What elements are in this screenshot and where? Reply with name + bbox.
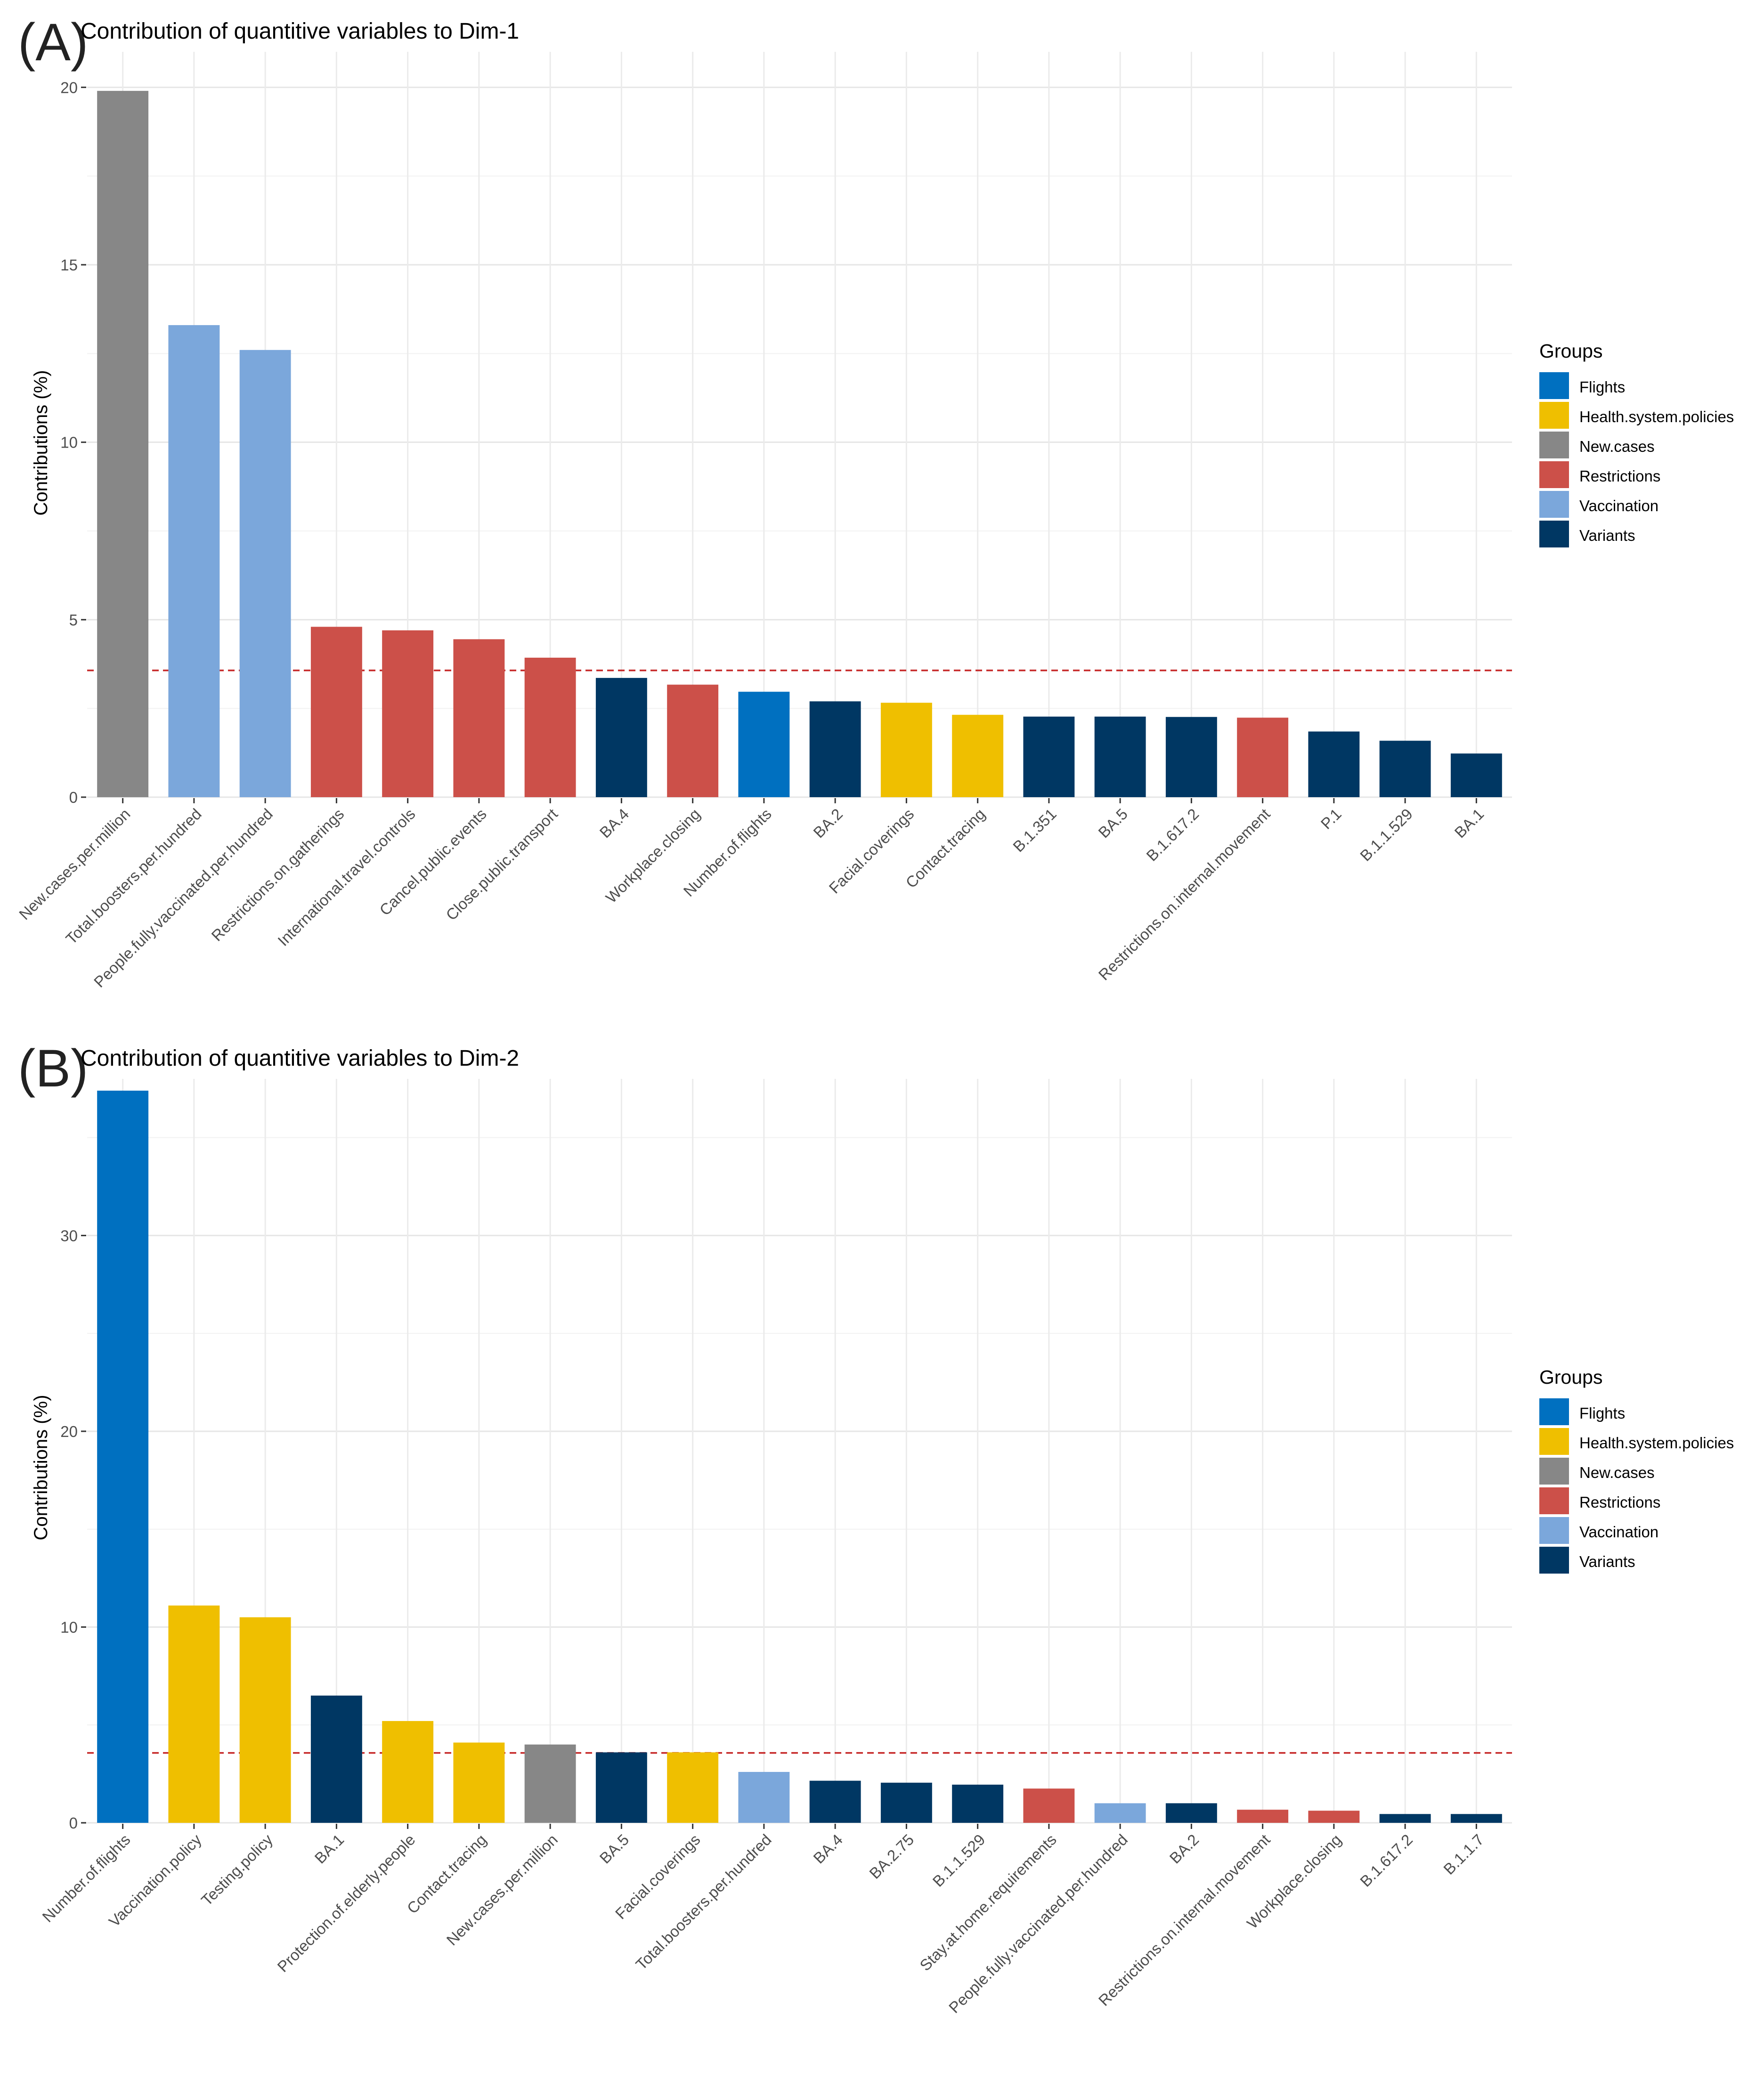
legend-swatch [1539, 402, 1569, 429]
legend-title-a: Groups [1539, 340, 1602, 362]
bar [1237, 1810, 1289, 1823]
legend-item-label: Restrictions [1579, 467, 1660, 485]
legend-item-label: New.cases [1579, 438, 1655, 455]
legend-item-label: Health.system.policies [1579, 408, 1734, 425]
legend-title-b: Groups [1539, 1366, 1602, 1388]
bar [310, 627, 362, 797]
panel-label-b: (B) [18, 1039, 88, 1098]
bar [595, 1752, 647, 1823]
legend-swatch [1539, 491, 1569, 518]
legend-swatch [1539, 521, 1569, 547]
legend-swatch [1539, 432, 1569, 458]
bar [1308, 1811, 1360, 1823]
bar [952, 1784, 1004, 1823]
legend-swatch [1539, 1458, 1569, 1485]
y-tick-label: 0 [69, 789, 78, 806]
bar [738, 692, 790, 797]
bar [738, 1771, 790, 1823]
bars-a [97, 90, 1502, 797]
bar [1165, 1803, 1217, 1823]
bar [524, 657, 576, 797]
y-ticks-a: 0 5 10 15 20 [60, 79, 86, 806]
legend-item-label: Variants [1579, 527, 1635, 544]
bar [168, 325, 220, 797]
bar [1379, 1814, 1431, 1823]
bar [97, 90, 149, 797]
bar [1023, 1788, 1075, 1823]
bar [1165, 717, 1217, 797]
legend-item-label: Variants [1579, 1553, 1635, 1570]
legend-swatch [1539, 1398, 1569, 1425]
bar [382, 1721, 434, 1823]
bar [1023, 716, 1075, 797]
bar [310, 1695, 362, 1823]
legend-b: Groups Flights Health.system.policies New.… [1539, 1366, 1734, 1574]
bar [880, 1782, 932, 1823]
bar [595, 677, 647, 797]
y-tick-label: 5 [69, 611, 78, 628]
legend-item-label: Flights [1579, 1404, 1625, 1422]
y-tick-label: 10 [60, 434, 78, 451]
bar [1450, 753, 1502, 797]
legend-item-label: Restrictions [1579, 1493, 1660, 1511]
legend-swatch [1539, 461, 1569, 488]
y-ticks-b: 0 10 20 30 [60, 1227, 86, 1832]
legend-item-label: Vaccination [1579, 1523, 1658, 1541]
legend-swatch [1539, 1547, 1569, 1574]
legend-item-label: Flights [1579, 378, 1625, 396]
y-tick-label: 0 [69, 1814, 78, 1832]
bar [97, 1090, 149, 1823]
bar [168, 1605, 220, 1823]
bar [453, 1742, 505, 1823]
legend-swatch [1539, 1517, 1569, 1544]
bar [1237, 718, 1289, 797]
bar [1450, 1814, 1502, 1823]
y-tick-label: 20 [60, 1423, 78, 1440]
bar [1094, 716, 1146, 797]
legend-a: Groups Flights Health.system.policies New.… [1539, 340, 1734, 547]
y-axis-label-a: Contributions (%) [31, 370, 51, 515]
bar [1094, 1803, 1146, 1823]
legend-item-label: Health.system.policies [1579, 1434, 1734, 1452]
legend-item-label: Vaccination [1579, 497, 1658, 514]
bar [453, 639, 505, 797]
bars-b [97, 1090, 1502, 1823]
y-axis-label-b: Contributions (%) [31, 1395, 51, 1540]
y-tick-label: 15 [60, 256, 78, 274]
legend-swatch [1539, 372, 1569, 399]
bar [667, 1752, 719, 1823]
y-tick-label: 10 [60, 1618, 78, 1636]
bar [809, 701, 861, 797]
bar [667, 685, 719, 797]
bar [952, 715, 1004, 797]
y-tick-label: 20 [60, 79, 78, 96]
chart-title-a: Contribution of quantitive variables to … [81, 19, 519, 44]
chart-title-b: Contribution of quantitive variables to … [81, 1046, 519, 1071]
bar [809, 1780, 861, 1823]
bar [382, 630, 434, 797]
legend-swatch [1539, 1428, 1569, 1455]
bar [1379, 741, 1431, 797]
bar [524, 1744, 576, 1823]
legend-item-label: New.cases [1579, 1464, 1655, 1481]
legend-swatch [1539, 1487, 1569, 1514]
bar [1308, 731, 1360, 797]
bar [239, 350, 291, 797]
panel-label-a: (A) [18, 13, 88, 72]
bar [880, 702, 932, 797]
y-tick-label: 30 [60, 1227, 78, 1244]
bar [239, 1617, 291, 1823]
